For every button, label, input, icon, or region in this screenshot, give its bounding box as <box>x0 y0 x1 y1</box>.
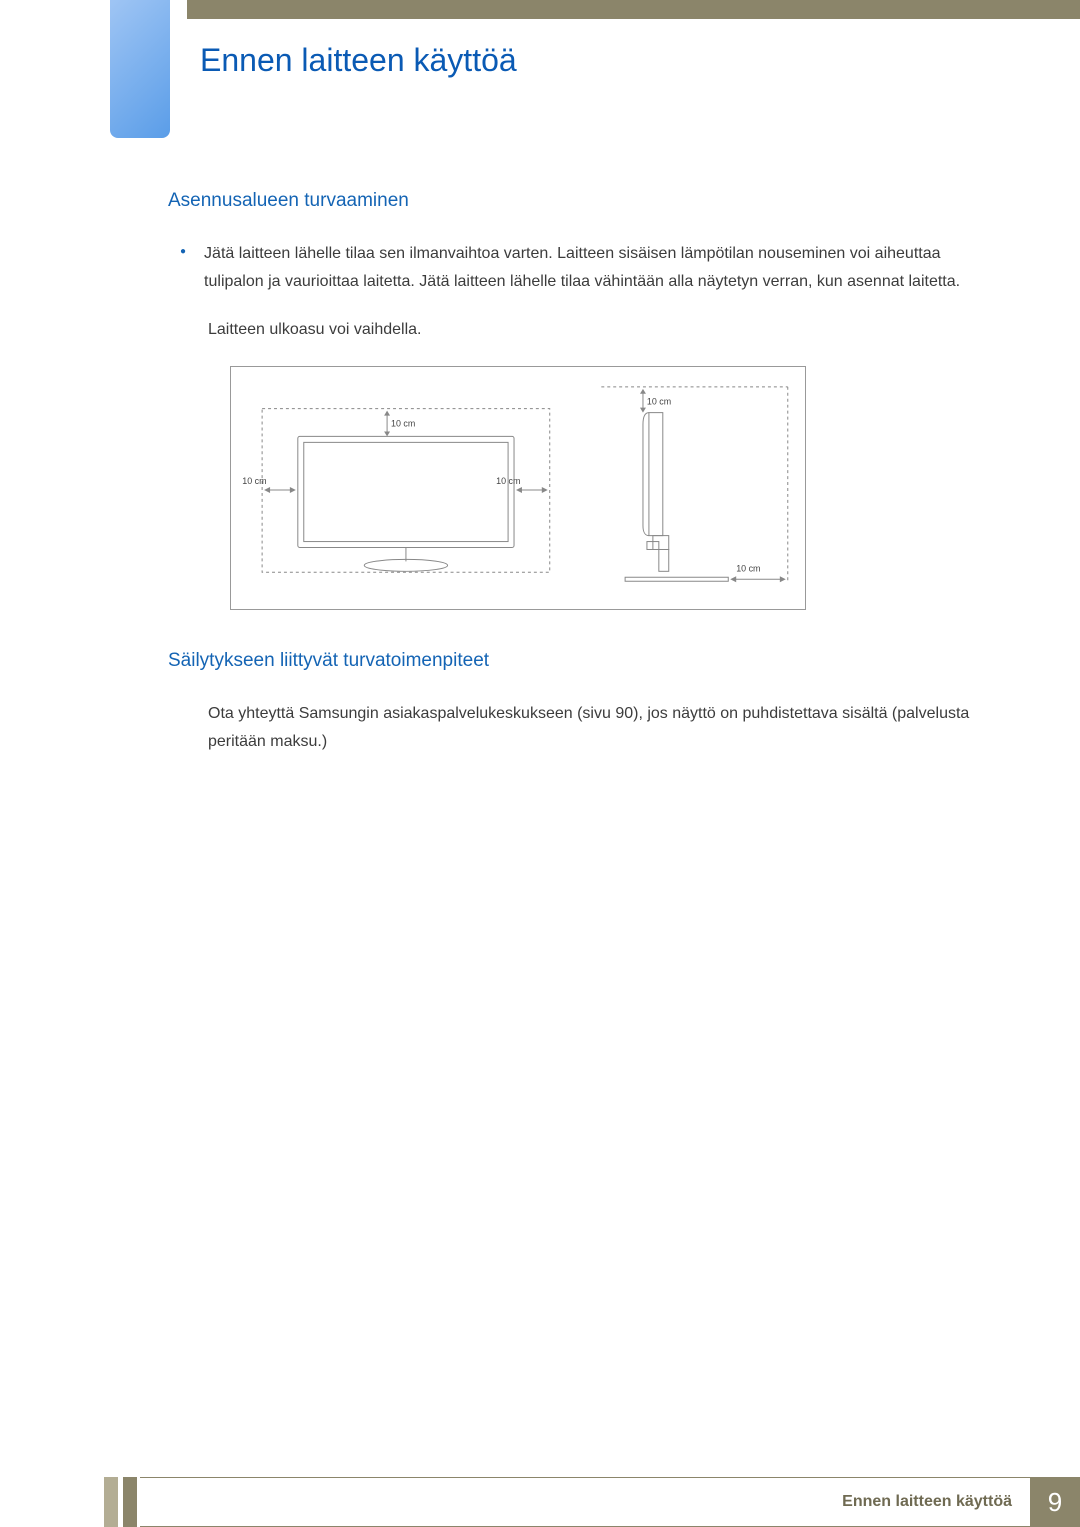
diagram-label-top-front: 10 cm <box>391 419 415 429</box>
diagram-label-top-side: 10 cm <box>647 397 671 407</box>
footer-section-label: Ennen laitteen käyttöä <box>140 1477 1030 1527</box>
storage-text: Ota yhteyttä Samsungin asiakaspalvelukes… <box>208 700 1000 756</box>
diagram-label-right-front: 10 cm <box>496 476 520 486</box>
page-title: Ennen laitteen käyttöä <box>200 42 517 79</box>
appearance-note: Laitteen ulkoasu voi vaihdella. <box>208 316 1000 344</box>
page-footer: Ennen laitteen käyttöä 9 <box>0 1477 1080 1527</box>
clearance-diagram: 10 cm 10 cm 10 cm <box>230 366 806 610</box>
footer-stripe-dark <box>123 1477 137 1527</box>
bullet-item: ● Jätä laitteen lähelle tilaa sen ilmanv… <box>180 240 1000 296</box>
section-heading-install: Asennusalueen turvaaminen <box>168 190 1000 212</box>
bullet-icon: ● <box>180 246 186 296</box>
content-area: Asennusalueen turvaaminen ● Jätä laittee… <box>168 190 1000 756</box>
bullet-text: Jätä laitteen lähelle tilaa sen ilmanvai… <box>204 240 1000 296</box>
section-heading-storage: Säilytykseen liittyvät turvatoimenpiteet <box>168 650 1000 672</box>
diagram-label-back-side: 10 cm <box>736 563 760 573</box>
diagram-label-left-front: 10 cm <box>242 476 266 486</box>
top-stripe <box>187 0 1080 19</box>
footer-stripe-light <box>104 1477 118 1527</box>
side-tab <box>110 0 170 138</box>
page-number: 9 <box>1030 1477 1080 1527</box>
